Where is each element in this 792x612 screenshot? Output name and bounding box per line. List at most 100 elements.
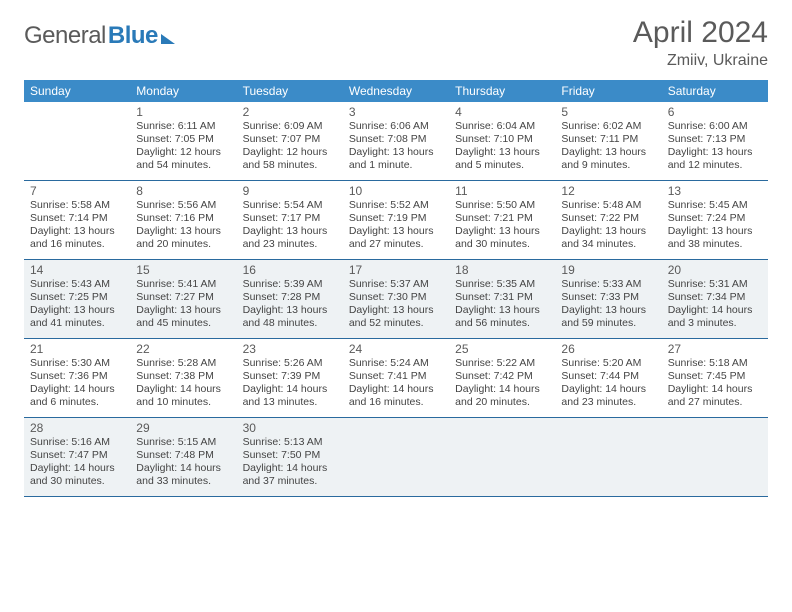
sunset-text: Sunset: 7:50 PM bbox=[243, 449, 337, 462]
daylight-text-2: and 6 minutes. bbox=[30, 396, 124, 409]
sunset-text: Sunset: 7:17 PM bbox=[243, 212, 337, 225]
daylight-text-1: Daylight: 13 hours bbox=[243, 225, 337, 238]
sunrise-text: Sunrise: 6:11 AM bbox=[136, 120, 230, 133]
day-cell: 5Sunrise: 6:02 AMSunset: 7:11 PMDaylight… bbox=[555, 102, 661, 180]
daylight-text-1: Daylight: 14 hours bbox=[668, 383, 762, 396]
daylight-text-1: Daylight: 13 hours bbox=[349, 146, 443, 159]
sunrise-text: Sunrise: 6:04 AM bbox=[455, 120, 549, 133]
sunrise-text: Sunrise: 5:41 AM bbox=[136, 278, 230, 291]
daylight-text-2: and 1 minute. bbox=[349, 159, 443, 172]
daylight-text-1: Daylight: 13 hours bbox=[668, 225, 762, 238]
daylight-text-2: and 9 minutes. bbox=[561, 159, 655, 172]
sunrise-text: Sunrise: 5:45 AM bbox=[668, 199, 762, 212]
sunrise-text: Sunrise: 5:54 AM bbox=[243, 199, 337, 212]
day-cell: 18Sunrise: 5:35 AMSunset: 7:31 PMDayligh… bbox=[449, 260, 555, 338]
sunrise-text: Sunrise: 5:43 AM bbox=[30, 278, 124, 291]
daylight-text-2: and 30 minutes. bbox=[455, 238, 549, 251]
sunrise-text: Sunrise: 5:16 AM bbox=[30, 436, 124, 449]
daylight-text-1: Daylight: 14 hours bbox=[243, 462, 337, 475]
day-cell: 3Sunrise: 6:06 AMSunset: 7:08 PMDaylight… bbox=[343, 102, 449, 180]
daylight-text-2: and 56 minutes. bbox=[455, 317, 549, 330]
sunrise-text: Sunrise: 5:35 AM bbox=[455, 278, 549, 291]
daylight-text-2: and 54 minutes. bbox=[136, 159, 230, 172]
sunset-text: Sunset: 7:13 PM bbox=[668, 133, 762, 146]
daylight-text-1: Daylight: 13 hours bbox=[561, 225, 655, 238]
sunset-text: Sunset: 7:10 PM bbox=[455, 133, 549, 146]
week-row: 21Sunrise: 5:30 AMSunset: 7:36 PMDayligh… bbox=[24, 339, 768, 418]
day-number: 10 bbox=[349, 184, 443, 198]
daylight-text-1: Daylight: 13 hours bbox=[349, 304, 443, 317]
sunset-text: Sunset: 7:07 PM bbox=[243, 133, 337, 146]
sunrise-text: Sunrise: 5:56 AM bbox=[136, 199, 230, 212]
day-number: 6 bbox=[668, 105, 762, 119]
logo-text-blue: Blue bbox=[108, 22, 158, 50]
sunset-text: Sunset: 7:47 PM bbox=[30, 449, 124, 462]
week-row: 14Sunrise: 5:43 AMSunset: 7:25 PMDayligh… bbox=[24, 260, 768, 339]
daylight-text-2: and 41 minutes. bbox=[30, 317, 124, 330]
daylight-text-2: and 52 minutes. bbox=[349, 317, 443, 330]
daylight-text-2: and 58 minutes. bbox=[243, 159, 337, 172]
day-header: Saturday bbox=[662, 80, 768, 102]
daylight-text-1: Daylight: 13 hours bbox=[561, 146, 655, 159]
title-block: April 2024 Zmiiv, Ukraine bbox=[633, 16, 768, 70]
daylight-text-2: and 20 minutes. bbox=[455, 396, 549, 409]
sunrise-text: Sunrise: 5:20 AM bbox=[561, 357, 655, 370]
daylight-text-1: Daylight: 14 hours bbox=[455, 383, 549, 396]
day-cell: 9Sunrise: 5:54 AMSunset: 7:17 PMDaylight… bbox=[237, 181, 343, 259]
day-number: 25 bbox=[455, 342, 549, 356]
daylight-text-1: Daylight: 12 hours bbox=[243, 146, 337, 159]
day-cell: 20Sunrise: 5:31 AMSunset: 7:34 PMDayligh… bbox=[662, 260, 768, 338]
sunset-text: Sunset: 7:45 PM bbox=[668, 370, 762, 383]
sunrise-text: Sunrise: 5:22 AM bbox=[455, 357, 549, 370]
day-cell bbox=[555, 418, 661, 496]
daylight-text-1: Daylight: 14 hours bbox=[136, 383, 230, 396]
daylight-text-1: Daylight: 13 hours bbox=[243, 304, 337, 317]
daylight-text-1: Daylight: 13 hours bbox=[30, 225, 124, 238]
daylight-text-1: Daylight: 13 hours bbox=[455, 225, 549, 238]
day-cell: 16Sunrise: 5:39 AMSunset: 7:28 PMDayligh… bbox=[237, 260, 343, 338]
day-number: 23 bbox=[243, 342, 337, 356]
sunset-text: Sunset: 7:11 PM bbox=[561, 133, 655, 146]
page-header: GeneralBlue April 2024 Zmiiv, Ukraine bbox=[24, 16, 768, 70]
day-number: 3 bbox=[349, 105, 443, 119]
logo-text-general: General bbox=[24, 22, 106, 50]
day-cell: 14Sunrise: 5:43 AMSunset: 7:25 PMDayligh… bbox=[24, 260, 130, 338]
sunrise-text: Sunrise: 5:26 AM bbox=[243, 357, 337, 370]
daylight-text-1: Daylight: 14 hours bbox=[561, 383, 655, 396]
daylight-text-1: Daylight: 14 hours bbox=[30, 383, 124, 396]
sunrise-text: Sunrise: 5:39 AM bbox=[243, 278, 337, 291]
sunrise-text: Sunrise: 6:09 AM bbox=[243, 120, 337, 133]
day-number: 14 bbox=[30, 263, 124, 277]
day-header-row: Sunday Monday Tuesday Wednesday Thursday… bbox=[24, 80, 768, 102]
daylight-text-2: and 23 minutes. bbox=[243, 238, 337, 251]
daylight-text-1: Daylight: 14 hours bbox=[668, 304, 762, 317]
sunset-text: Sunset: 7:30 PM bbox=[349, 291, 443, 304]
daylight-text-2: and 20 minutes. bbox=[136, 238, 230, 251]
day-number: 5 bbox=[561, 105, 655, 119]
day-number: 9 bbox=[243, 184, 337, 198]
sunrise-text: Sunrise: 5:28 AM bbox=[136, 357, 230, 370]
sunrise-text: Sunrise: 5:37 AM bbox=[349, 278, 443, 291]
sunrise-text: Sunrise: 5:24 AM bbox=[349, 357, 443, 370]
sunset-text: Sunset: 7:19 PM bbox=[349, 212, 443, 225]
day-header: Tuesday bbox=[237, 80, 343, 102]
sunset-text: Sunset: 7:22 PM bbox=[561, 212, 655, 225]
weeks-container: 1Sunrise: 6:11 AMSunset: 7:05 PMDaylight… bbox=[24, 102, 768, 497]
page-title: April 2024 bbox=[633, 16, 768, 50]
day-number: 7 bbox=[30, 184, 124, 198]
sunrise-text: Sunrise: 5:50 AM bbox=[455, 199, 549, 212]
sunset-text: Sunset: 7:14 PM bbox=[30, 212, 124, 225]
sunset-text: Sunset: 7:24 PM bbox=[668, 212, 762, 225]
day-cell: 30Sunrise: 5:13 AMSunset: 7:50 PMDayligh… bbox=[237, 418, 343, 496]
day-cell: 21Sunrise: 5:30 AMSunset: 7:36 PMDayligh… bbox=[24, 339, 130, 417]
day-number: 11 bbox=[455, 184, 549, 198]
daylight-text-1: Daylight: 13 hours bbox=[349, 225, 443, 238]
day-cell: 17Sunrise: 5:37 AMSunset: 7:30 PMDayligh… bbox=[343, 260, 449, 338]
day-number: 19 bbox=[561, 263, 655, 277]
day-cell: 19Sunrise: 5:33 AMSunset: 7:33 PMDayligh… bbox=[555, 260, 661, 338]
daylight-text-2: and 38 minutes. bbox=[668, 238, 762, 251]
day-number: 29 bbox=[136, 421, 230, 435]
daylight-text-1: Daylight: 13 hours bbox=[30, 304, 124, 317]
daylight-text-2: and 37 minutes. bbox=[243, 475, 337, 488]
day-number: 2 bbox=[243, 105, 337, 119]
